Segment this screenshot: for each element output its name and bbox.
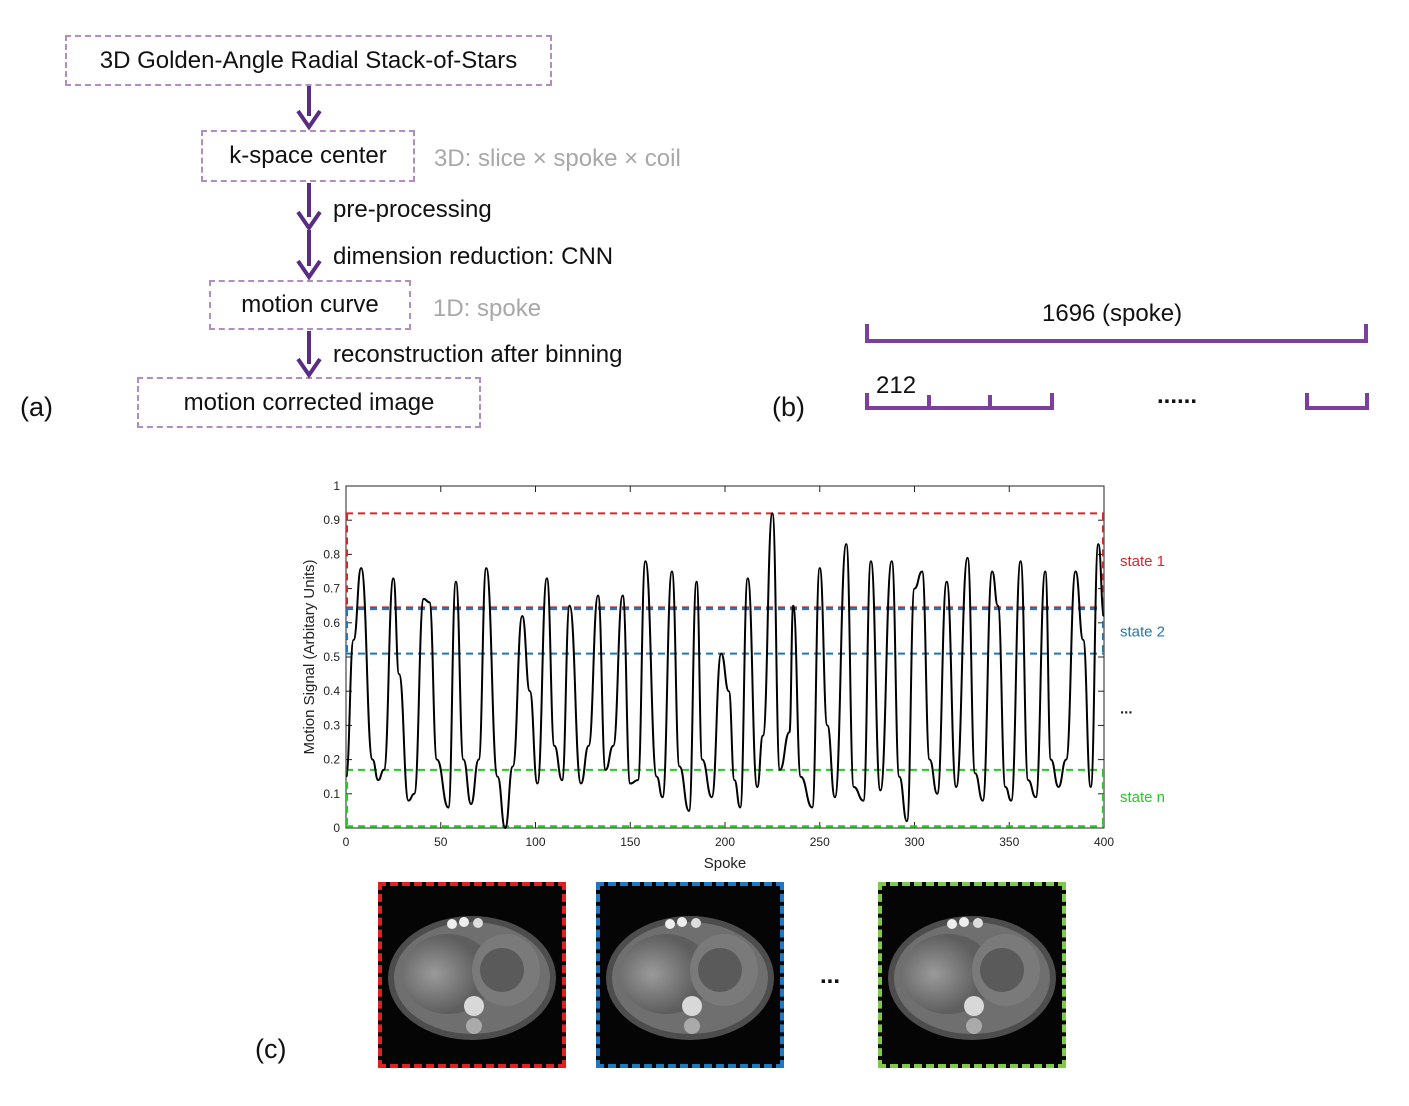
motion-signal-line bbox=[345, 512, 1105, 830]
x-tick-label: 400 bbox=[1094, 835, 1114, 849]
y-tick-label: 1 bbox=[333, 479, 340, 493]
segment-brackets bbox=[865, 393, 1369, 410]
y-tick-label: 0.1 bbox=[323, 787, 340, 801]
panel-a-label: (a) bbox=[20, 392, 53, 422]
state-label: state 2 bbox=[1120, 623, 1165, 640]
y-tick-label: 0.7 bbox=[323, 582, 340, 596]
x-tick-label: 200 bbox=[715, 835, 735, 849]
y-tick-label: 0.3 bbox=[323, 718, 340, 732]
acquisition-box: 3D Golden-Angle Radial Stack-of-Stars bbox=[65, 35, 552, 86]
state-n-mri-picture bbox=[888, 916, 1056, 1040]
x-tick-label: 150 bbox=[620, 835, 640, 849]
y-axis-label: Motion Signal (Arbitary Units) bbox=[301, 559, 318, 754]
motion-curve-box: motion curve bbox=[209, 280, 411, 330]
state-label: ... bbox=[1120, 700, 1133, 717]
y-tick-label: 0.9 bbox=[323, 513, 340, 527]
dimension-reduction-step: dimension reduction: CNN bbox=[333, 243, 614, 270]
x-tick-label: 50 bbox=[434, 835, 448, 849]
y-tick-label: 0.6 bbox=[323, 616, 340, 630]
preprocessing-step: pre-processing bbox=[333, 196, 492, 223]
arrow-dimension-reduction bbox=[296, 230, 322, 281]
spoke-brackets bbox=[865, 324, 1369, 410]
total-spokes-label: 1696 (spoke) bbox=[1042, 300, 1183, 327]
x-tick-label: 250 bbox=[810, 835, 830, 849]
state-label: state 1 bbox=[1120, 553, 1165, 570]
y-tick-label: 0.8 bbox=[323, 547, 340, 561]
y-tick-label: 0 bbox=[333, 821, 340, 835]
state-2-mri-picture bbox=[606, 916, 774, 1040]
total-bracket bbox=[865, 324, 1368, 343]
y-tick-label: 0.5 bbox=[323, 650, 340, 664]
segment-spokes-label: 212 bbox=[876, 372, 917, 399]
images-ellipsis: ... bbox=[820, 962, 841, 989]
x-tick-label: 0 bbox=[343, 835, 350, 849]
y-tick-label: 0.4 bbox=[323, 684, 340, 698]
segments-ellipsis: ...... bbox=[1157, 382, 1198, 409]
arrow-reconstruction bbox=[296, 331, 322, 379]
state-1-image bbox=[378, 882, 566, 1068]
state-label: state n bbox=[1120, 789, 1165, 806]
state-1-mri-picture bbox=[388, 916, 556, 1040]
flow-arrows bbox=[296, 86, 322, 379]
panel-c-label: (c) bbox=[255, 1034, 287, 1064]
arrow-to-kspace bbox=[296, 86, 322, 131]
x-tick-label: 350 bbox=[999, 835, 1019, 849]
x-axis-label: Spoke bbox=[704, 855, 747, 872]
reconstruction-step: reconstruction after binning bbox=[333, 341, 623, 368]
x-tick-label: 300 bbox=[904, 835, 924, 849]
motion-signal-chart: 0 50 100 150 200 250 300 350 400 0 0.1 0.2 0.3 0.4 0.5… bbox=[301, 479, 1165, 872]
motion-curve-dimensions-note: 1D: spoke bbox=[433, 295, 542, 322]
kspace-dimensions-note: 3D: slice × spoke × coil bbox=[434, 145, 681, 172]
arrow-preprocessing bbox=[296, 183, 322, 232]
y-tick-label: 0.2 bbox=[323, 753, 340, 767]
x-tick-label: 100 bbox=[525, 835, 545, 849]
kspace-center-box: k-space center bbox=[201, 130, 415, 182]
state-n-image bbox=[878, 882, 1066, 1068]
state-2-image bbox=[596, 882, 784, 1068]
panel-b-label: (b) bbox=[772, 392, 805, 422]
